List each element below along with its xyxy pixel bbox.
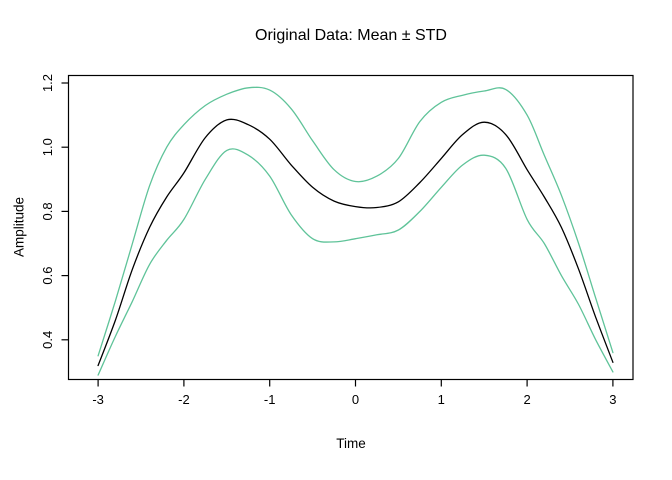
chart-title: Original Data: Mean ± STD — [255, 27, 447, 44]
x-tick-label: 3 — [609, 392, 616, 407]
x-tick-label: 2 — [523, 392, 530, 407]
x-tick-label: -1 — [264, 392, 276, 407]
x-axis-label: Time — [336, 436, 366, 451]
x-tick-label: 0 — [352, 392, 359, 407]
y-tick-label: 1.2 — [40, 74, 55, 92]
y-tick-label: 0.8 — [40, 202, 55, 220]
mean-plus-std-curve — [97, 86, 614, 357]
y-tick-label: 1.0 — [40, 138, 55, 156]
y-tick-label: 0.6 — [40, 267, 55, 285]
mean-minus-std-curve — [97, 148, 614, 376]
x-tick-label: -3 — [92, 392, 104, 407]
x-tick-label: 1 — [438, 392, 445, 407]
y-tick-label: 0.4 — [40, 331, 55, 349]
x-tick-label: -2 — [178, 392, 190, 407]
mean-curve — [97, 118, 614, 367]
plot-box — [67, 74, 634, 381]
